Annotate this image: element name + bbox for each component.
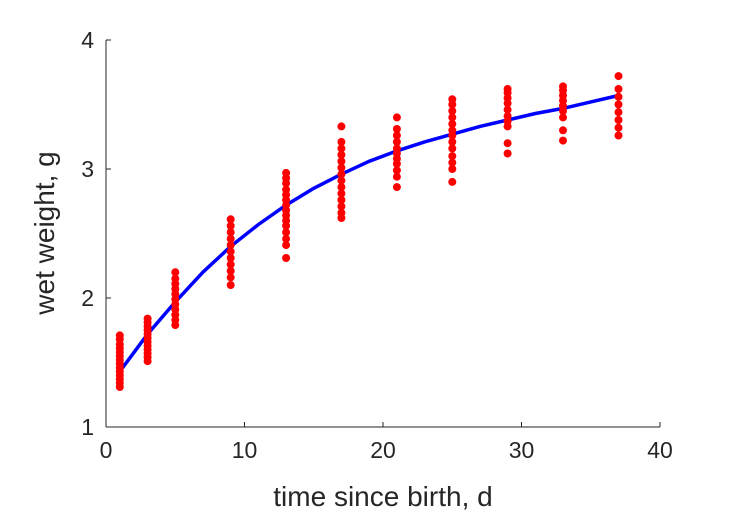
data-point	[614, 100, 623, 109]
data-point	[392, 183, 401, 192]
data-point	[337, 170, 346, 179]
data-point	[559, 136, 567, 145]
data-point	[448, 95, 457, 104]
y-axis-title: wet weight, g	[29, 151, 60, 315]
data-point	[448, 113, 457, 122]
data-point	[448, 106, 457, 115]
data-point	[614, 108, 623, 117]
data-point	[171, 268, 180, 277]
x-tick-label: 10	[232, 437, 258, 463]
data-point	[337, 150, 346, 159]
data-point	[226, 234, 235, 243]
data-point	[392, 166, 401, 175]
data-point	[392, 172, 401, 181]
data-point	[614, 72, 623, 81]
data-point	[337, 196, 346, 204]
data-point	[448, 152, 457, 161]
axis-ticks: 0 10 20 30 40 1 2 3 4	[81, 27, 673, 463]
data-point	[337, 137, 346, 146]
y-tick-label: 2	[81, 285, 94, 311]
data-point	[392, 125, 401, 133]
fit-curve	[118, 93, 621, 374]
data-point	[392, 137, 401, 146]
data-point	[392, 144, 401, 153]
data-point	[226, 228, 235, 237]
x-tick-label: 20	[370, 437, 396, 463]
data-point	[337, 202, 346, 211]
data-point	[503, 105, 512, 114]
data-point	[559, 126, 567, 135]
data-point	[614, 85, 623, 93]
data-point	[115, 331, 124, 340]
data-point	[337, 144, 346, 153]
data-point	[614, 92, 623, 101]
data-point	[392, 113, 401, 122]
data-point	[226, 247, 235, 256]
data-point	[448, 177, 457, 186]
data-point	[392, 131, 401, 140]
y-tick-label: 4	[81, 27, 94, 53]
x-axis-title: time since birth, d	[273, 481, 492, 512]
x-tick-label: 30	[509, 437, 535, 463]
data-point	[282, 168, 291, 177]
data-point	[614, 131, 623, 140]
data-point	[448, 165, 457, 173]
data-point	[337, 176, 346, 185]
data-point	[282, 254, 291, 262]
data-point	[282, 228, 291, 237]
data-point	[282, 234, 291, 243]
x-tick-label: 0	[100, 437, 113, 463]
data-point	[143, 314, 152, 323]
data-point	[448, 126, 457, 135]
data-point	[226, 254, 235, 262]
x-tick-label: 40	[647, 437, 673, 463]
data-point	[337, 183, 346, 192]
data-point	[503, 149, 512, 158]
data-point	[226, 260, 235, 269]
data-point	[337, 122, 346, 131]
data-point	[282, 185, 291, 194]
data-point	[226, 241, 235, 250]
data-point	[226, 281, 235, 290]
data-point	[503, 139, 512, 148]
data-point	[559, 82, 567, 91]
data-point	[559, 113, 567, 122]
data-point	[171, 274, 180, 283]
data-point	[614, 116, 623, 124]
data-point	[337, 189, 346, 198]
data-point	[226, 215, 235, 224]
plot-marks	[115, 72, 623, 391]
data-point	[448, 137, 457, 146]
data-point	[337, 208, 346, 217]
data-point	[337, 157, 346, 166]
data-point	[614, 123, 623, 132]
data-point	[503, 85, 512, 93]
data-point	[337, 163, 346, 172]
y-tick-label: 1	[81, 414, 94, 440]
data-point	[226, 221, 235, 230]
data-point	[448, 119, 457, 128]
data-point	[448, 144, 457, 153]
data-point	[282, 241, 291, 250]
axes	[105, 40, 660, 428]
data-point	[226, 273, 235, 282]
data-point	[503, 112, 512, 121]
data-point	[226, 266, 235, 275]
y-tick-label: 3	[81, 156, 94, 182]
data-point	[448, 158, 457, 167]
